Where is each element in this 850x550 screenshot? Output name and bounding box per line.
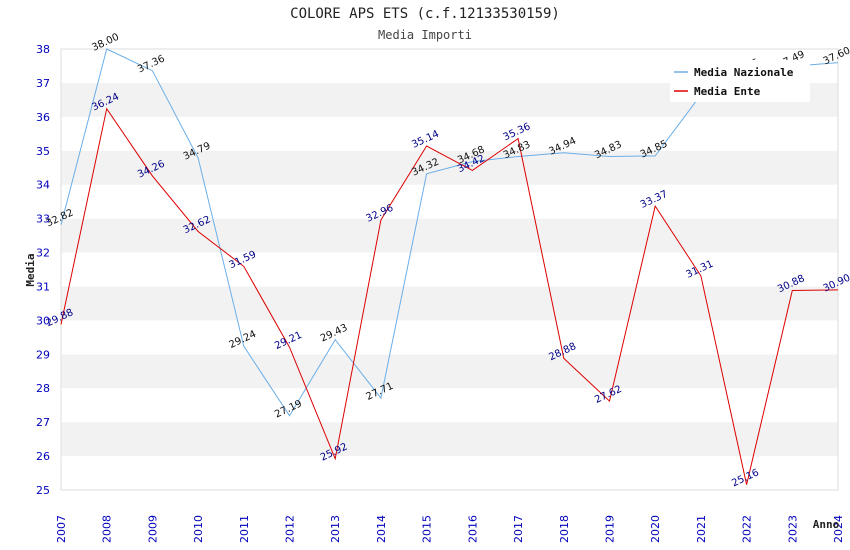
x-axis-ticks: 2007 2008 2009 2010 2011 2012 2013 2014 2015 2016…	[55, 515, 845, 543]
legend-box	[670, 60, 810, 102]
y-tick-label: 30	[36, 314, 50, 327]
y-tick-label: 26	[36, 450, 50, 463]
x-tick-label: 2023	[786, 515, 799, 543]
x-tick-label: 2024	[832, 515, 845, 543]
legend-label-media-ente: Media Ente	[694, 85, 761, 98]
x-tick-label: 2007	[55, 515, 68, 543]
x-axis-label: Anno	[813, 518, 840, 531]
x-tick-label: 2019	[603, 515, 616, 543]
x-tick-label: 2014	[375, 515, 388, 543]
band-31	[61, 252, 838, 287]
y-tick-label: 25	[36, 484, 50, 497]
x-tick-label: 2009	[146, 515, 159, 543]
x-tick-label: 2022	[741, 515, 754, 543]
y-tick-label: 36	[36, 111, 50, 124]
y-tick-label: 38	[36, 43, 50, 56]
x-tick-label: 2008	[101, 515, 114, 543]
x-tick-label: 2011	[238, 515, 251, 543]
y-tick-label: 33	[36, 213, 50, 226]
chart-title: COLORE APS ETS (c.f.12133530159)	[290, 6, 560, 22]
y-tick-label: 31	[36, 280, 50, 293]
y-axis-ticks: 25 26 27 28 29 30 31 32 33 34 35 36 37 38	[36, 43, 50, 497]
band-32	[61, 218, 838, 253]
x-tick-label: 2016	[466, 515, 479, 543]
band-28	[61, 354, 838, 389]
y-tick-label: 29	[36, 348, 50, 361]
y-tick-label: 27	[36, 416, 50, 429]
x-tick-label: 2010	[192, 515, 205, 543]
y-axis-label: Media	[24, 253, 37, 286]
x-tick-label: 2017	[512, 515, 525, 543]
y-tick-label: 34	[36, 179, 50, 192]
band-30	[61, 286, 838, 321]
band-33	[61, 184, 838, 219]
band-25	[61, 456, 838, 490]
x-tick-label: 2021	[695, 515, 708, 543]
plot-bands	[60, 48, 839, 491]
x-tick-label: 2012	[284, 515, 297, 543]
y-tick-label: 28	[36, 382, 50, 395]
x-tick-label: 2018	[558, 515, 571, 543]
band-29	[61, 320, 838, 355]
series-line-media-ente	[60, 107, 839, 485]
x-tick-label: 2015	[421, 515, 434, 543]
x-tick-label: 2020	[649, 515, 662, 543]
band-35	[61, 116, 838, 151]
chart-subtitle: Media Importi	[378, 28, 472, 42]
y-tick-label: 35	[36, 145, 50, 158]
x-tick-label: 2013	[329, 515, 342, 543]
legend-label-media-nazionale: Media Nazionale	[694, 66, 794, 79]
legend: Media Nazionale Media Ente	[670, 60, 810, 102]
plot-frame	[60, 48, 839, 491]
band-27	[61, 388, 838, 423]
y-tick-label: 32	[36, 247, 50, 260]
band-26	[61, 422, 838, 457]
y-tick-label: 37	[36, 77, 50, 90]
